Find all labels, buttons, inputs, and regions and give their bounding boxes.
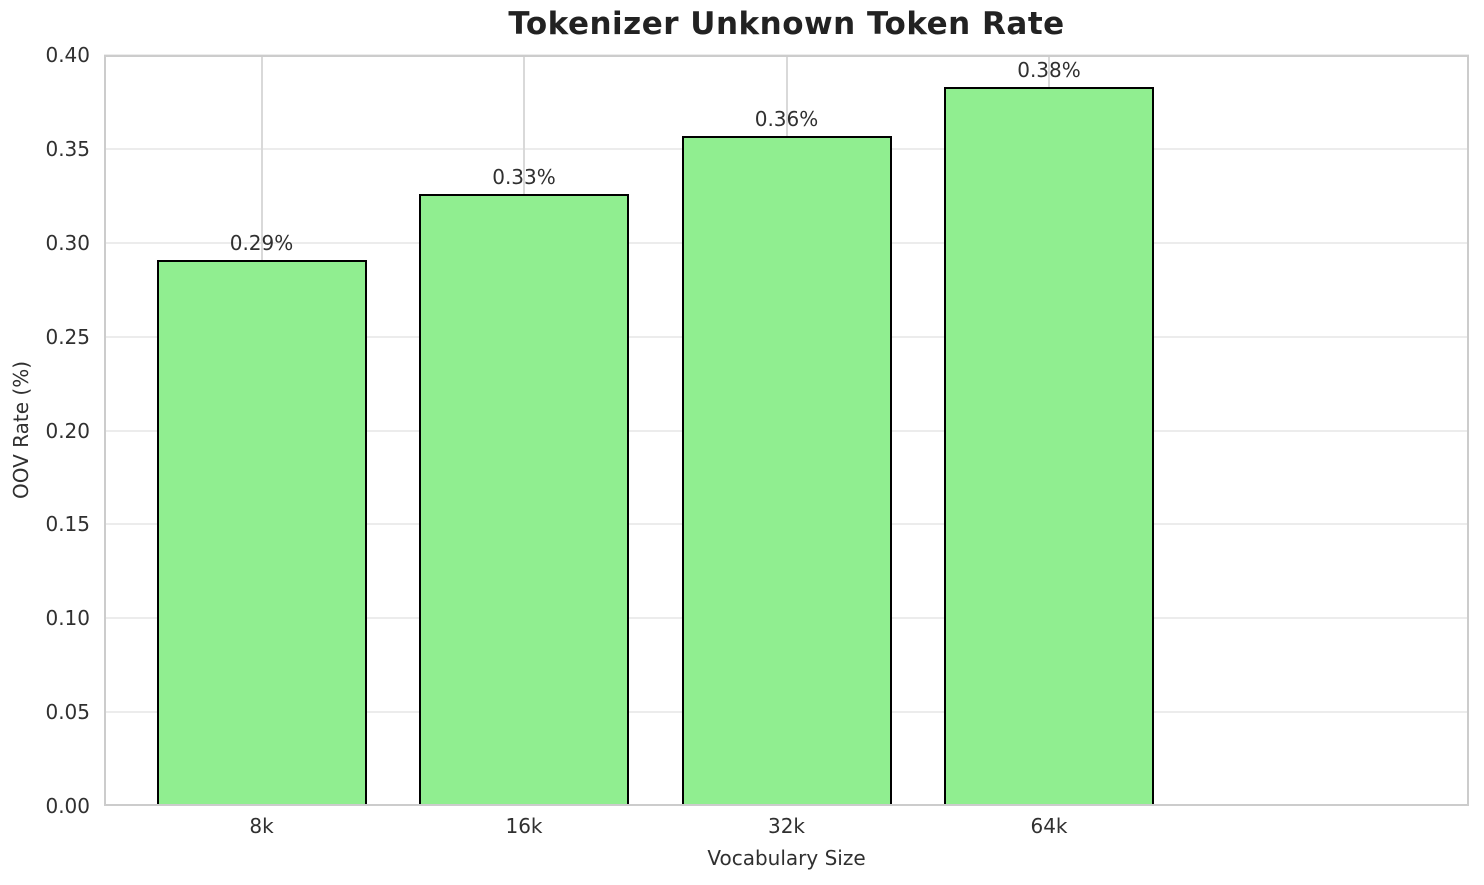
y-tick-label: 0.10 xyxy=(45,606,90,631)
y-tick-label: 0.00 xyxy=(45,794,90,818)
bar-value-label-8k: 0.29% xyxy=(229,230,294,255)
bar-value-label-32k: 0.36% xyxy=(754,106,819,131)
y-tick-label: 0.05 xyxy=(45,700,90,725)
y-tick-label: 0.15 xyxy=(45,512,90,537)
plot-area xyxy=(104,54,1469,806)
bar-value-label-64k: 0.38% xyxy=(1017,57,1081,82)
x-axis-label: Vocabulary Size xyxy=(707,846,866,870)
x-tick-label-8k: 8k xyxy=(249,814,274,838)
bar-value-label-16k: 0.33% xyxy=(492,164,556,189)
x-tick-label-16k: 16k xyxy=(505,814,543,838)
y-axis-label: OOV Rate (%) xyxy=(9,361,33,499)
y-tick-label: 0.25 xyxy=(45,324,90,349)
bar-16k xyxy=(419,193,629,806)
bar-8k xyxy=(156,259,367,806)
chart-title: Tokenizer Unknown Token Rate xyxy=(508,6,1065,42)
bar-64k xyxy=(944,86,1154,806)
bar-32k xyxy=(681,135,892,806)
x-tick-label-32k: 32k xyxy=(767,814,806,838)
y-tick-label: 0.20 xyxy=(45,418,90,443)
y-tick-label: 0.40 xyxy=(45,43,90,67)
x-tick-label-64k: 64k xyxy=(1030,814,1068,838)
y-tick-label: 0.35 xyxy=(45,136,90,161)
y-tick-label: 0.30 xyxy=(45,230,90,255)
